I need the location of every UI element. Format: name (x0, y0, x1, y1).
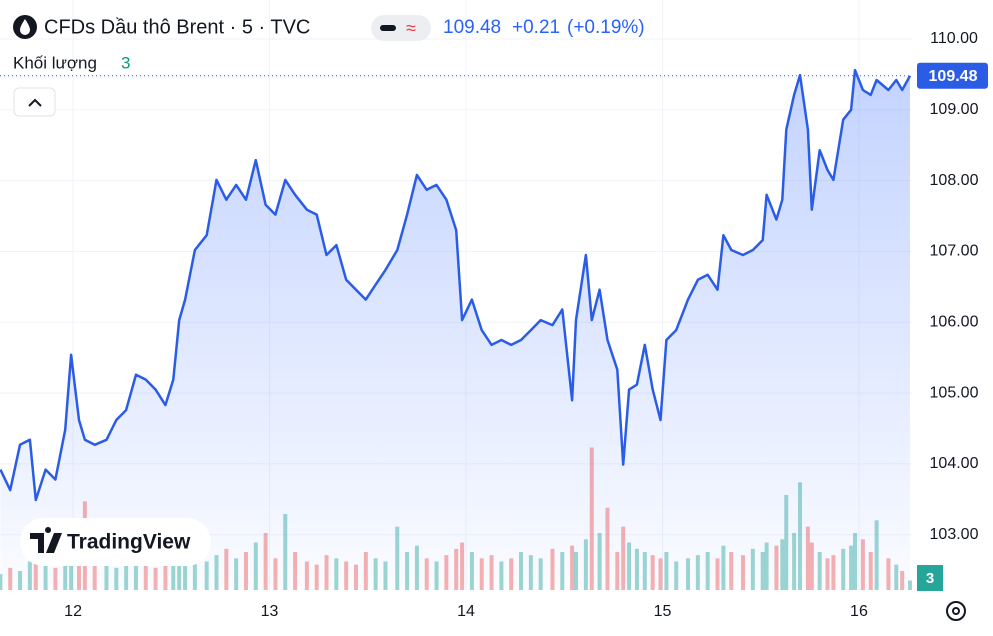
symbol-title: CFDs Dầu thô Brent · 5 · TVC (44, 16, 310, 38)
status-approx: ≈ (406, 18, 416, 38)
volume-bar (908, 580, 913, 590)
y-tick-label: 108.00 (930, 172, 979, 189)
price-line (0, 68, 912, 502)
price-axis-bg (912, 0, 993, 631)
x-tick-label: 14 (457, 603, 475, 620)
y-tick-label: 103.00 (930, 526, 979, 543)
volume-legend: Khối lượng (13, 53, 97, 72)
y-tick-label: 109.00 (930, 101, 979, 118)
last-price-badge (917, 62, 988, 89)
logo-text: TradingView (67, 531, 191, 554)
chevron (28, 98, 42, 107)
logo-box[interactable] (20, 518, 211, 566)
logo-mark (30, 527, 62, 553)
y-tick-label: 110.00 (930, 30, 978, 47)
price: 109.48 (443, 17, 501, 38)
x-tick-label: 15 (654, 603, 672, 620)
y-tick-label: 104.00 (930, 455, 979, 472)
volume-badge-label: 3 (926, 570, 934, 587)
collapse-button[interactable] (13, 87, 56, 117)
time-axis-bg (0, 592, 993, 631)
settings-icon[interactable] (946, 601, 966, 621)
last-price-label: 109.48 (929, 68, 978, 85)
y-tick-label: 107.00 (930, 243, 979, 260)
y-tick-label: 106.00 (930, 313, 979, 330)
change-pct: (+0.19%) (567, 17, 645, 38)
volume-legend-value: 3 (121, 53, 130, 72)
drop-icon (20, 19, 30, 35)
status-pill[interactable] (371, 15, 431, 41)
x-tick-label: 13 (261, 603, 279, 620)
x-tick-label: 16 (850, 603, 868, 620)
change: +0.21 (512, 17, 560, 38)
status-dot (380, 25, 396, 31)
y-tick-label: 105.00 (930, 384, 979, 401)
settings-dot (952, 607, 960, 615)
area-fill (0, 70, 911, 591)
x-tick-label: 12 (64, 603, 82, 620)
volume-badge (917, 565, 943, 591)
